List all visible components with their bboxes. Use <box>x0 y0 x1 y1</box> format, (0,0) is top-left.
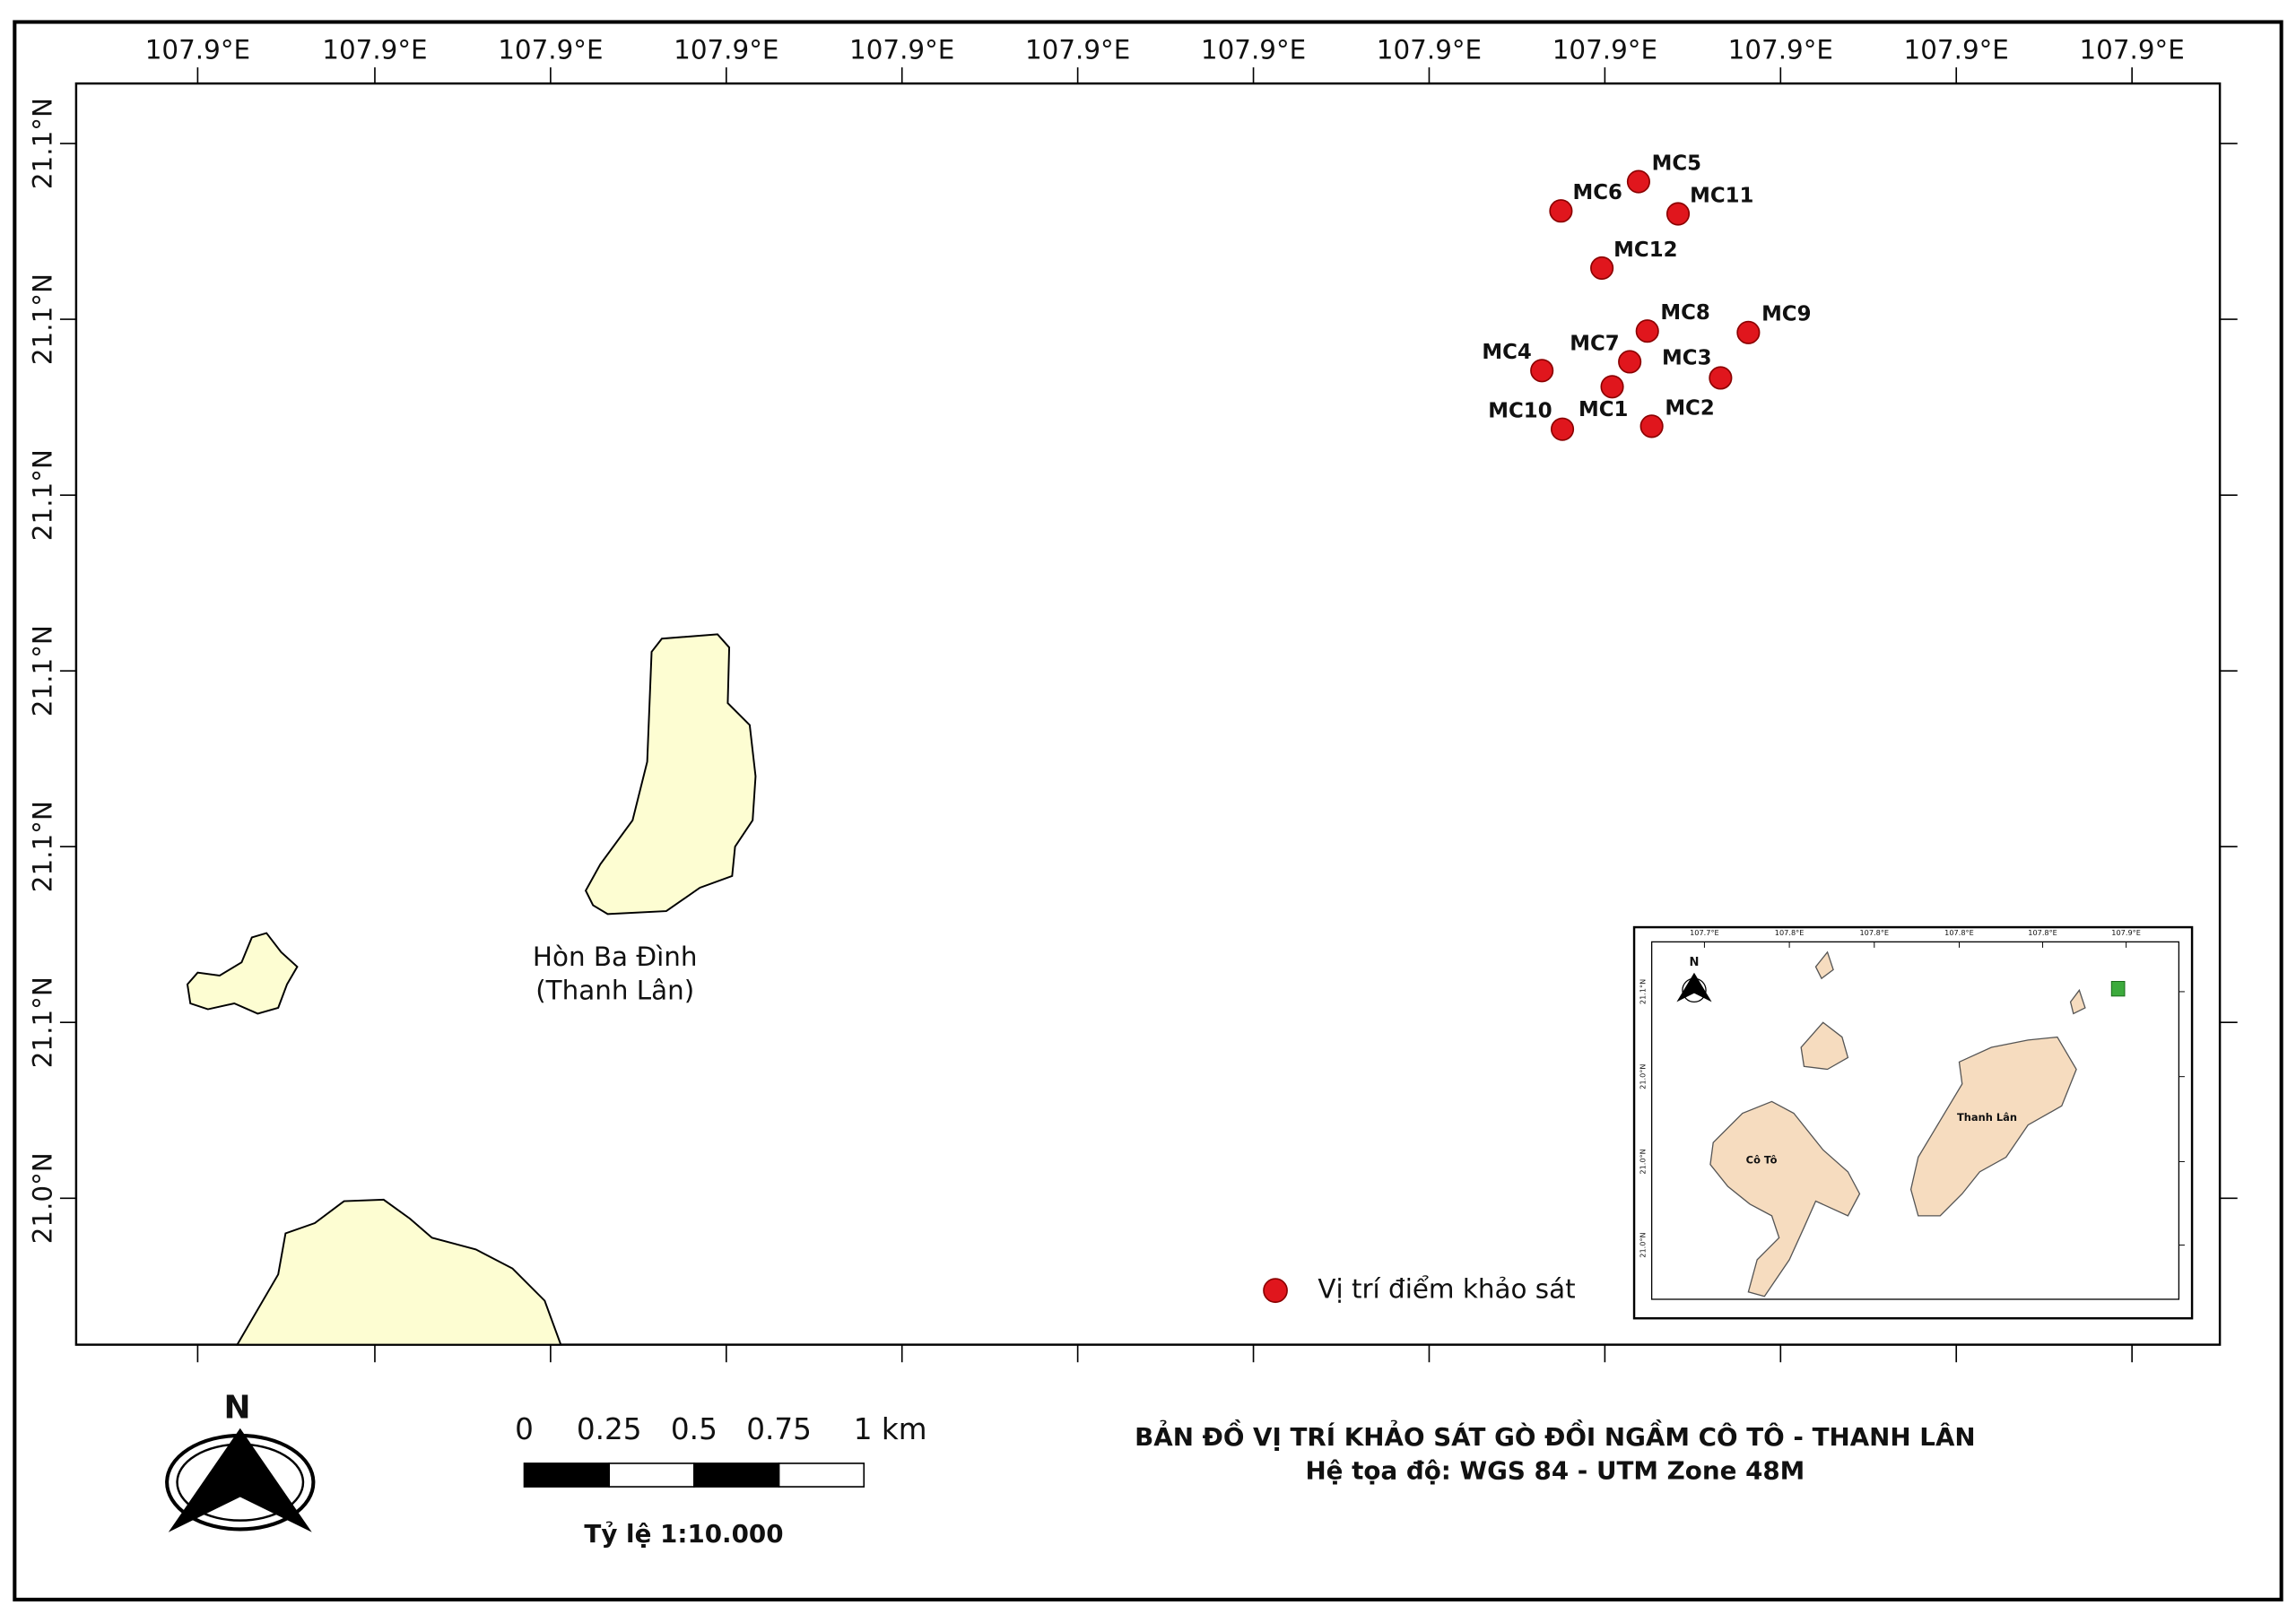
legend-symbol <box>1263 1278 1288 1304</box>
survey-point-label: MC7 <box>1570 332 1619 355</box>
scale-text: Tỷ lệ 1:10.000 <box>584 1519 783 1549</box>
island <box>584 633 757 916</box>
inset-north-label: N <box>1690 956 1700 969</box>
scale-bar <box>523 1462 865 1488</box>
inset-island <box>1709 1100 1861 1298</box>
lon-label: 107.9°E <box>1904 35 2009 65</box>
survey-point <box>1549 199 1573 223</box>
island <box>186 932 299 1015</box>
survey-point <box>1665 202 1691 226</box>
inset-north-arrow <box>1676 972 1712 1002</box>
lon-label: 107.9°E <box>1377 35 1482 65</box>
lon-label: 107.9°E <box>1552 35 1657 65</box>
lat-label: 21.1°N <box>27 273 57 365</box>
lon-label: 107.9°E <box>1728 35 1833 65</box>
inset-map: N Cô Tô Thanh Lân <box>1632 925 2194 1320</box>
survey-point <box>1635 319 1659 343</box>
survey-point-label: MC4 <box>1482 341 1531 364</box>
inset-lat-label: 21.0°N <box>1638 1064 1647 1089</box>
inset-inner-frame <box>1650 941 2180 1300</box>
lat-label: 21.1°N <box>27 976 57 1068</box>
lon-label: 107.9°E <box>1201 35 1306 65</box>
survey-point-label: MC2 <box>1665 396 1714 420</box>
inset-lon-label: 107.7°E <box>1690 928 1719 937</box>
survey-point <box>1600 375 1624 399</box>
lon-label: 107.9°E <box>1025 35 1130 65</box>
scale-segment <box>778 1462 865 1488</box>
survey-point <box>1709 366 1733 390</box>
survey-point-label: MC9 <box>1761 303 1811 326</box>
survey-point-label: MC10 <box>1488 400 1552 423</box>
inset-lat-label: 21.0°N <box>1638 1149 1647 1174</box>
survey-point-label: MC3 <box>1662 347 1711 370</box>
inset-place-label: Thanh Lân <box>1957 1111 2017 1124</box>
survey-point-label: MC1 <box>1578 398 1628 421</box>
north-arrow: N <box>165 1389 316 1532</box>
survey-point-label: MC8 <box>1660 301 1709 325</box>
scale-segment <box>523 1462 610 1488</box>
scale-label: 0.75 <box>746 1412 812 1446</box>
island-label: (Thanh Lân) <box>535 975 694 1005</box>
inset-island <box>1814 950 1834 980</box>
inset-island <box>2069 988 2086 1015</box>
survey-point-label: MC12 <box>1613 239 1677 262</box>
lat-label: 21.1°N <box>27 449 57 541</box>
lon-label: 107.9°E <box>2079 35 2184 65</box>
lon-label: 107.9°E <box>145 35 250 65</box>
lat-label: 21.1°N <box>27 801 57 892</box>
study-area-marker <box>2110 981 2126 997</box>
island-label: Hòn Ba Đình <box>533 942 698 972</box>
scale-label: 0 <box>515 1412 534 1446</box>
inset-compass <box>1682 977 1707 1003</box>
inset-lon-label: 107.8°E <box>2028 928 2057 937</box>
lon-label: 107.9°E <box>849 35 954 65</box>
survey-point <box>1626 169 1650 194</box>
inset-lon-label: 107.8°E <box>1775 928 1805 937</box>
inset-place-label: Cô Tô <box>1746 1153 1778 1166</box>
lat-label: 21.0°N <box>27 1152 57 1244</box>
lat-label: 21.1°N <box>27 98 57 189</box>
inset-lon-label: 107.8°E <box>1944 928 1974 937</box>
outer-border <box>13 20 2283 1601</box>
survey-point <box>1550 417 1575 441</box>
map-title: BẢN ĐỒ VỊ TRÍ KHẢO SÁT GÒ ĐỒI NGẦM CÔ TÔ… <box>1135 1418 1976 1452</box>
inset-island <box>1909 1036 2077 1217</box>
inset-lat-label: 21.1°N <box>1638 979 1647 1004</box>
legend-label: Vị trí điểm khảo sát <box>1318 1273 1575 1305</box>
inset-island <box>1800 1021 1849 1071</box>
survey-point-label: MC11 <box>1690 184 1753 207</box>
north-arrow-shape <box>168 1428 312 1532</box>
scale-segment <box>693 1462 780 1488</box>
scale-segment <box>608 1462 695 1488</box>
lat-label: 21.1°N <box>27 625 57 716</box>
map-subtitle: Hệ tọa độ: WGS 84 - UTM Zone 48M <box>1305 1456 1805 1486</box>
scale-label: 1 km <box>854 1412 927 1446</box>
inset-lon-label: 107.8°E <box>1860 928 1890 937</box>
survey-point-label: MC5 <box>1652 152 1701 175</box>
scale-label: 0.25 <box>577 1412 642 1446</box>
survey-point <box>1639 414 1664 438</box>
inset-lat-label: 21.0°N <box>1638 1232 1647 1257</box>
inset-lon-label: 107.9°E <box>2111 928 2141 937</box>
north-label: N <box>223 1389 250 1426</box>
lon-label: 107.9°E <box>498 35 603 65</box>
lon-label: 107.9°E <box>674 35 778 65</box>
lon-label: 107.9°E <box>322 35 427 65</box>
survey-point <box>1736 320 1761 344</box>
survey-point <box>1530 359 1554 383</box>
island <box>235 1198 562 1346</box>
survey-point-label: MC6 <box>1572 181 1622 204</box>
scale-label: 0.5 <box>671 1412 718 1446</box>
survey-point <box>1590 256 1614 281</box>
survey-point <box>1618 350 1642 374</box>
